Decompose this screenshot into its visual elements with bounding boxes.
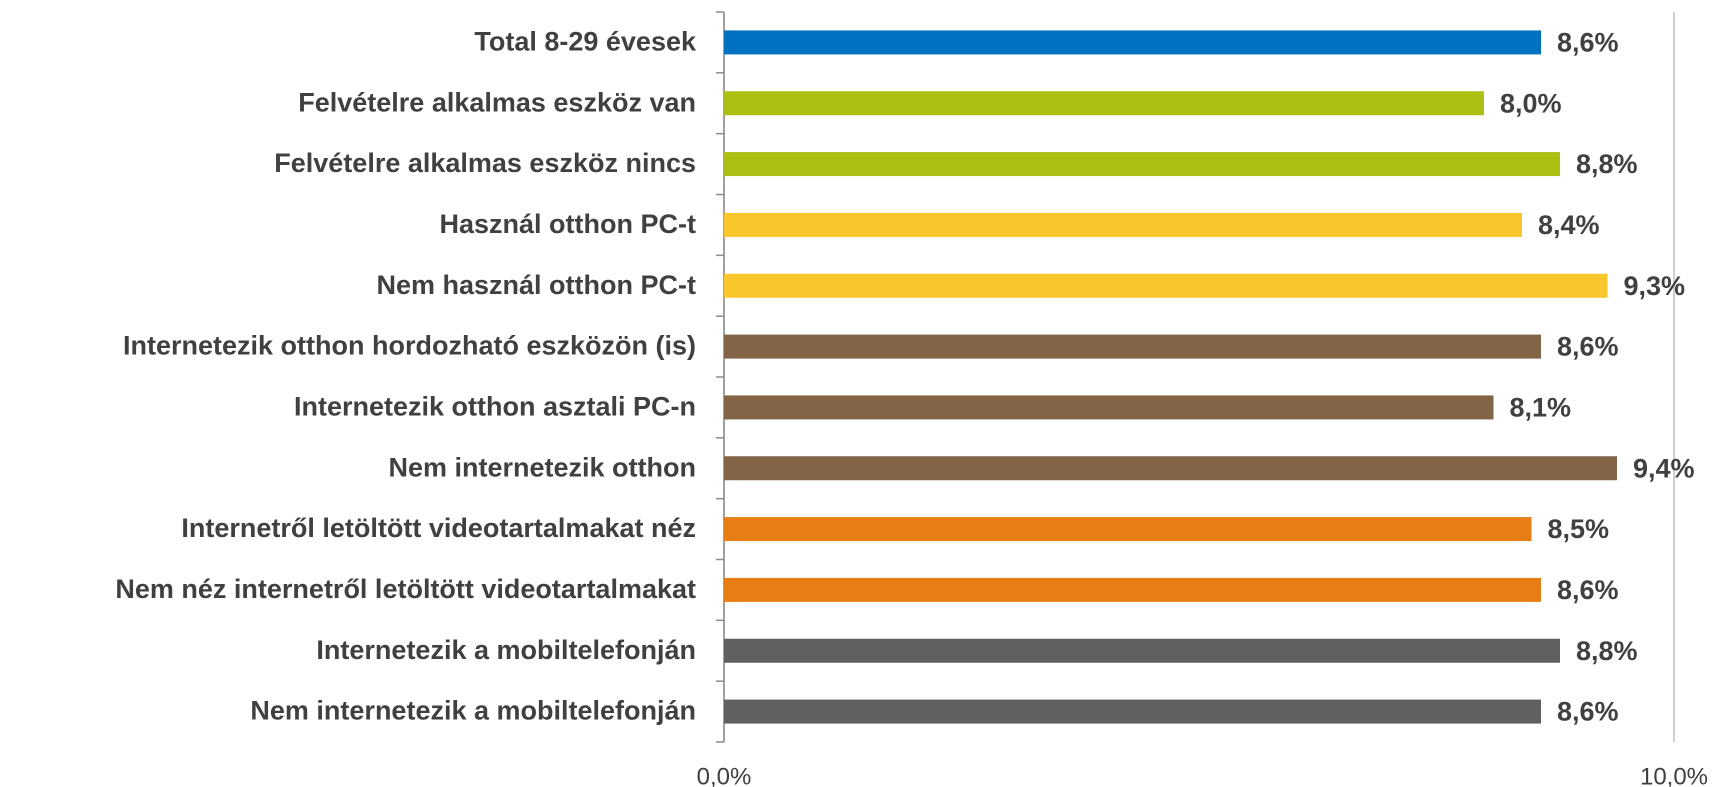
x-tick-label: 10,0%	[1640, 763, 1708, 787]
bar	[724, 152, 1560, 177]
bar	[724, 395, 1494, 420]
category-label: Internetezik otthon asztali PC-n	[294, 392, 696, 422]
bar	[724, 30, 1541, 55]
value-label: 8,1%	[1510, 393, 1572, 423]
category-label: Nem internetezik otthon	[388, 452, 696, 482]
bar	[724, 638, 1560, 663]
bar	[724, 699, 1541, 724]
value-label: 9,3%	[1624, 271, 1686, 301]
bar	[724, 212, 1522, 237]
bar	[724, 517, 1532, 542]
value-label: 8,5%	[1548, 514, 1610, 544]
value-label: 8,8%	[1576, 149, 1638, 179]
category-label: Felvételre alkalmas eszköz nincs	[274, 148, 696, 178]
value-label: 8,6%	[1557, 332, 1619, 362]
value-label: 8,4%	[1538, 210, 1600, 240]
category-label: Nem néz internetről letöltött videotarta…	[115, 574, 696, 604]
category-label: Nem használ otthon PC-t	[376, 270, 696, 300]
value-label: 8,6%	[1557, 28, 1619, 58]
category-label: Internetezik otthon hordozható eszközön …	[123, 331, 696, 361]
category-label: Nem internetezik a mobiltelefonján	[250, 696, 696, 726]
value-label: 8,0%	[1500, 88, 1562, 118]
value-label: 8,8%	[1576, 636, 1638, 666]
value-label: 9,4%	[1633, 453, 1695, 483]
bar	[724, 334, 1541, 359]
category-label: Használ otthon PC-t	[440, 209, 697, 239]
bar	[724, 456, 1617, 481]
value-label: 8,6%	[1557, 697, 1619, 727]
bar	[724, 273, 1608, 298]
bar	[724, 577, 1541, 602]
category-label: Internetezik a mobiltelefonján	[316, 635, 696, 665]
category-label: Total 8-29 évesek	[474, 27, 697, 57]
x-tick-label: 0,0%	[697, 763, 752, 787]
category-label: Felvételre alkalmas eszköz van	[298, 87, 696, 117]
category-label: Internetről letöltött videotartalmakat n…	[181, 513, 696, 543]
value-label: 8,6%	[1557, 575, 1619, 605]
bar	[724, 91, 1484, 116]
